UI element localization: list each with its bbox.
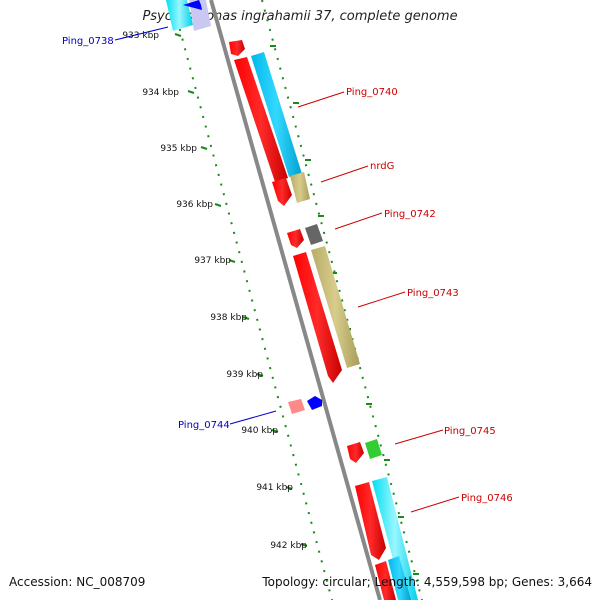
accession-text: Accession: NC_008709 <box>9 575 146 589</box>
inner-tick-marks <box>174 33 308 547</box>
tick-934: 934 kbp <box>142 88 179 98</box>
label-ping-0742[interactable]: Ping_0742 <box>384 209 436 220</box>
gene-0744-pink[interactable] <box>288 399 305 414</box>
cds-0740-cyan[interactable] <box>251 52 302 177</box>
gene-nrdg-red[interactable] <box>272 178 292 206</box>
gene-0742-red[interactable] <box>287 229 304 248</box>
tick-942: 942 kbp <box>270 541 307 551</box>
cds-0746-red-lower[interactable] <box>375 561 396 600</box>
tick-939: 939 kbp <box>226 370 263 380</box>
label-ping-0740[interactable]: Ping_0740 <box>346 87 398 98</box>
label-ping-0746[interactable]: Ping_0746 <box>461 493 513 504</box>
tick-937: 937 kbp <box>194 256 231 266</box>
gene-0744-blue[interactable] <box>307 396 322 410</box>
topology-summary: Topology: circular; Length: 4,559,598 bp… <box>262 575 592 589</box>
map-title: Psychromonas ingrahamii 37, complete gen… <box>142 9 458 24</box>
cds-0743-khaki[interactable] <box>311 246 360 368</box>
cds-0746-cyan[interactable] <box>372 477 418 600</box>
cds-0742-gray[interactable] <box>305 224 323 245</box>
cds-0743-red[interactable] <box>293 252 342 383</box>
label-ping-0738[interactable]: Ping_0738 <box>62 36 114 47</box>
genome-backbone <box>209 0 382 600</box>
tick-941: 941 kbp <box>256 483 293 493</box>
inner-dotted-ring <box>171 0 333 600</box>
label-nrdg[interactable]: nrdG <box>370 161 394 172</box>
label-ping-0743[interactable]: Ping_0743 <box>407 288 459 299</box>
gene-0738-blue[interactable] <box>183 0 202 10</box>
gene-0745-red[interactable] <box>347 442 364 463</box>
tick-940: 940 kbp <box>241 426 278 436</box>
cds-0738-light-cyan[interactable] <box>166 0 193 31</box>
gene-0740-red-small[interactable] <box>229 40 245 56</box>
cds-0740-red[interactable] <box>234 57 288 182</box>
tick-935: 935 kbp <box>160 144 197 154</box>
ruler-labels: 933 kbp 934 kbp 935 kbp 936 kbp 937 kbp … <box>122 31 307 551</box>
callout-lines <box>114 26 460 513</box>
gene-labels: Ping_0738 Ping_0740 nrdG Ping_0742 Ping_… <box>62 36 513 504</box>
cds-nrdg-khaki[interactable] <box>290 172 310 203</box>
cds-0746-red[interactable] <box>355 482 386 560</box>
cds-0745-green[interactable] <box>365 439 382 459</box>
label-ping-0745[interactable]: Ping_0745 <box>444 426 496 437</box>
label-ping-0744[interactable]: Ping_0744 <box>178 420 230 431</box>
cds-0746-cyan-lower[interactable] <box>388 556 411 600</box>
outer-dotted-ring <box>261 0 423 600</box>
tick-936: 936 kbp <box>176 200 213 210</box>
tick-938: 938 kbp <box>210 313 247 323</box>
tick-933: 933 kbp <box>122 31 159 41</box>
